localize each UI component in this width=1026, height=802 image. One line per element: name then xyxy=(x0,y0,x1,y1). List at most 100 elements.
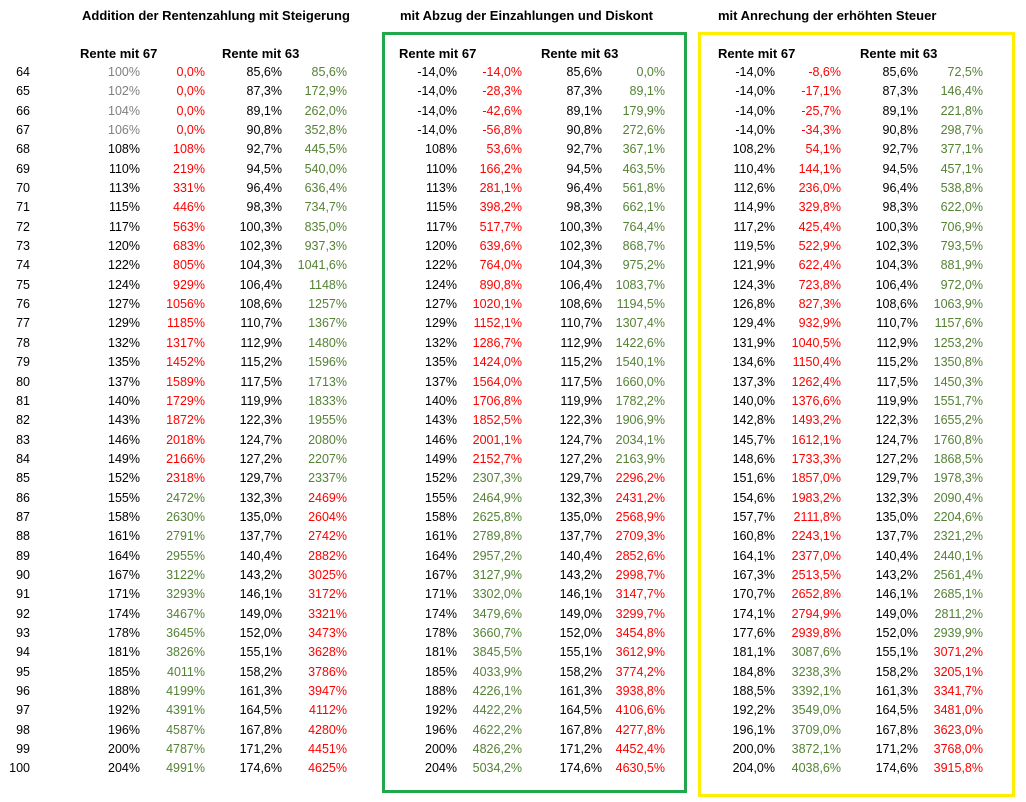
cell-s1-rente63: 161,3% xyxy=(239,684,282,698)
cell-s2-rente63: 92,7% xyxy=(566,142,602,157)
cell-s2-rente67-cumulative: 281,1% xyxy=(479,181,522,196)
cell-s3-rente63-cumulative: 2440,1% xyxy=(933,548,983,563)
cell-s2-rente67: 196% xyxy=(425,722,457,737)
tax-section-frame xyxy=(698,32,1015,797)
cell-s3-rente63-cumulative: 2561,4% xyxy=(933,567,983,582)
cell-s1-rente67-cumulative: 2166% xyxy=(166,451,205,466)
table-row: 80 137% 1589% 117,5% 1713% 137% 1564,0% 117,5% 1… xyxy=(0,373,1026,392)
cell-age: 78 xyxy=(16,335,30,350)
cell-s1-rente63-cumulative: 4280% xyxy=(308,722,347,737)
cell-s1-rente67-cumulative: 1056% xyxy=(166,297,205,312)
cell-age: 100 xyxy=(9,761,30,776)
cell-s2-rente67-cumulative: 1424,0% xyxy=(472,355,522,370)
cell-s2-rente67-cumulative: 764,0% xyxy=(479,258,522,273)
cell-s2-rente67: 181% xyxy=(425,645,457,660)
cell-s3-rente63: 115,2% xyxy=(876,355,918,370)
cell-s2-rente63-cumulative: 1660,0% xyxy=(615,374,665,389)
cell-s2-rente63: 112,9% xyxy=(560,335,602,350)
cell-age: 95 xyxy=(16,664,30,679)
cell-s3-rente67-cumulative: -34,3% xyxy=(801,123,841,138)
cell-s3-rente63: 110,7% xyxy=(876,316,918,331)
cell-s3-rente67: 134,6% xyxy=(732,355,775,370)
cell-s3-rente63-cumulative: 2321,2% xyxy=(933,529,983,544)
cell-s1-rente67: 117% xyxy=(108,219,140,234)
cell-s1-rente67-cumulative: 4587% xyxy=(166,722,205,737)
cell-s2-rente63-cumulative: 3147,7% xyxy=(615,587,665,602)
cell-s3-rente67-cumulative: 1857,0% xyxy=(791,471,841,486)
cell-s2-rente63-cumulative: 3774,2% xyxy=(615,664,665,679)
table-row: 81 140% 1729% 119,9% 1833% 140% 1706,8% 119,9% 1… xyxy=(0,392,1026,411)
cell-s1-rente63-cumulative: 1148% xyxy=(309,277,347,292)
cell-s1-rente63-cumulative: 1257% xyxy=(308,297,347,312)
cell-age: 67 xyxy=(16,123,30,138)
cell-s1-rente63: 140,4% xyxy=(239,548,282,563)
cell-s2-rente63: 110,7% xyxy=(560,316,602,331)
table-row: 67 106% 0,0% 90,8% 352,8% -14,0% -56,8% 90,8% 27… xyxy=(0,121,1026,140)
cell-age: 66 xyxy=(16,103,30,118)
cell-age: 70 xyxy=(16,181,30,196)
cell-s2-rente67-cumulative: 4622,2% xyxy=(472,722,522,737)
table-row: 74 122% 805% 104,3% 1041,6% 122% 764,0% 104,3% 9… xyxy=(0,256,1026,275)
cell-s1-rente67: 137% xyxy=(108,374,140,389)
cell-s2-rente63-cumulative: 662,1% xyxy=(622,200,665,215)
cell-s1-rente63-cumulative: 3321% xyxy=(308,606,347,621)
cell-s1-rente67-cumulative: 4011% xyxy=(167,664,205,679)
cell-s3-rente63-cumulative: 538,8% xyxy=(940,181,983,196)
cell-s1-rente63: 102,3% xyxy=(239,239,282,254)
cell-s2-rente63-cumulative: 975,2% xyxy=(622,258,665,273)
cell-s3-rente67: 204,0% xyxy=(732,761,775,776)
cell-s3-rente67: 181,1% xyxy=(732,645,775,660)
cell-s2-rente63: 102,3% xyxy=(559,239,602,254)
table-row: 98 196% 4587% 167,8% 4280% 196% 4622,2% 167,8% 4… xyxy=(0,721,1026,740)
cell-s2-rente63-cumulative: 3612,9% xyxy=(615,645,665,660)
table-row: 87 158% 2630% 135,0% 2604% 158% 2625,8% 135,0% 2… xyxy=(0,508,1026,527)
cell-s2-rente63: 85,6% xyxy=(566,65,602,79)
cell-s1-rente63: 100,3% xyxy=(239,219,282,234)
cell-s1-rente67: 204% xyxy=(108,761,140,776)
cell-s3-rente63-cumulative: 146,4% xyxy=(940,84,983,99)
cell-s2-rente63-cumulative: 2709,3% xyxy=(615,529,665,544)
cell-s1-rente67-cumulative: 219% xyxy=(173,161,205,176)
cell-s3-rente63: 112,9% xyxy=(876,335,918,350)
cell-s1-rente67: 108% xyxy=(108,142,140,157)
cell-s3-rente67: 124,3% xyxy=(732,277,775,292)
discount-section-frame xyxy=(382,32,687,793)
cell-s1-rente67: 181% xyxy=(108,645,140,660)
cell-s2-rente67-cumulative: 2625,8% xyxy=(472,509,522,524)
s2-header-rente67: Rente mit 67 xyxy=(399,46,477,61)
cell-s3-rente67-cumulative: 1733,3% xyxy=(791,451,841,466)
cell-s3-rente67-cumulative: 425,4% xyxy=(798,219,841,234)
table-row: 97 192% 4391% 164,5% 4112% 192% 4422,2% 164,5% 4… xyxy=(0,701,1026,720)
cell-s1-rente63: 137,7% xyxy=(239,529,282,544)
cell-s3-rente63-cumulative: 622,0% xyxy=(940,200,983,215)
cell-s3-rente67-cumulative: 3549,0% xyxy=(791,703,841,718)
cell-s3-rente63-cumulative: 972,0% xyxy=(940,277,983,292)
cell-s1-rente63: 124,7% xyxy=(239,432,282,447)
cell-s2-rente67-cumulative: 2464,9% xyxy=(472,490,522,505)
cell-s2-rente67-cumulative: 517,7% xyxy=(479,219,522,234)
cell-s3-rente67: 167,3% xyxy=(732,567,775,582)
cell-s3-rente63-cumulative: 298,7% xyxy=(940,123,983,138)
cell-s2-rente67: 108% xyxy=(425,142,457,157)
cell-s2-rente63: 100,3% xyxy=(559,219,602,234)
cell-s2-rente63-cumulative: 4277,8% xyxy=(615,722,665,737)
cell-s3-rente67: 145,7% xyxy=(732,432,775,447)
cell-age: 74 xyxy=(16,258,30,273)
cell-age: 94 xyxy=(16,645,30,660)
cell-s2-rente63-cumulative: 3299,7% xyxy=(615,606,665,621)
cell-s1-rente63: 96,4% xyxy=(246,181,282,196)
cell-s3-rente63: 106,4% xyxy=(875,277,918,292)
cell-s2-rente67-cumulative: -42,6% xyxy=(482,103,522,118)
cell-s3-rente67: -14,0% xyxy=(735,84,775,99)
cell-s1-rente63: 90,8% xyxy=(246,123,282,138)
cell-s2-rente67-cumulative: 2957,2% xyxy=(472,548,522,563)
cell-s3-rente63: 102,3% xyxy=(875,239,918,254)
cell-s1-rente67-cumulative: 3467% xyxy=(166,606,205,621)
cell-s1-rente67-cumulative: 108% xyxy=(173,142,205,157)
cell-s1-rente67-cumulative: 563% xyxy=(173,219,205,234)
cell-s2-rente67: 178% xyxy=(425,625,457,640)
cell-s1-rente67-cumulative: 805% xyxy=(173,258,205,273)
cell-s3-rente63: 174,6% xyxy=(875,761,918,776)
cell-s1-rente67: 164% xyxy=(108,548,140,563)
cell-s2-rente63-cumulative: 764,4% xyxy=(622,219,665,234)
